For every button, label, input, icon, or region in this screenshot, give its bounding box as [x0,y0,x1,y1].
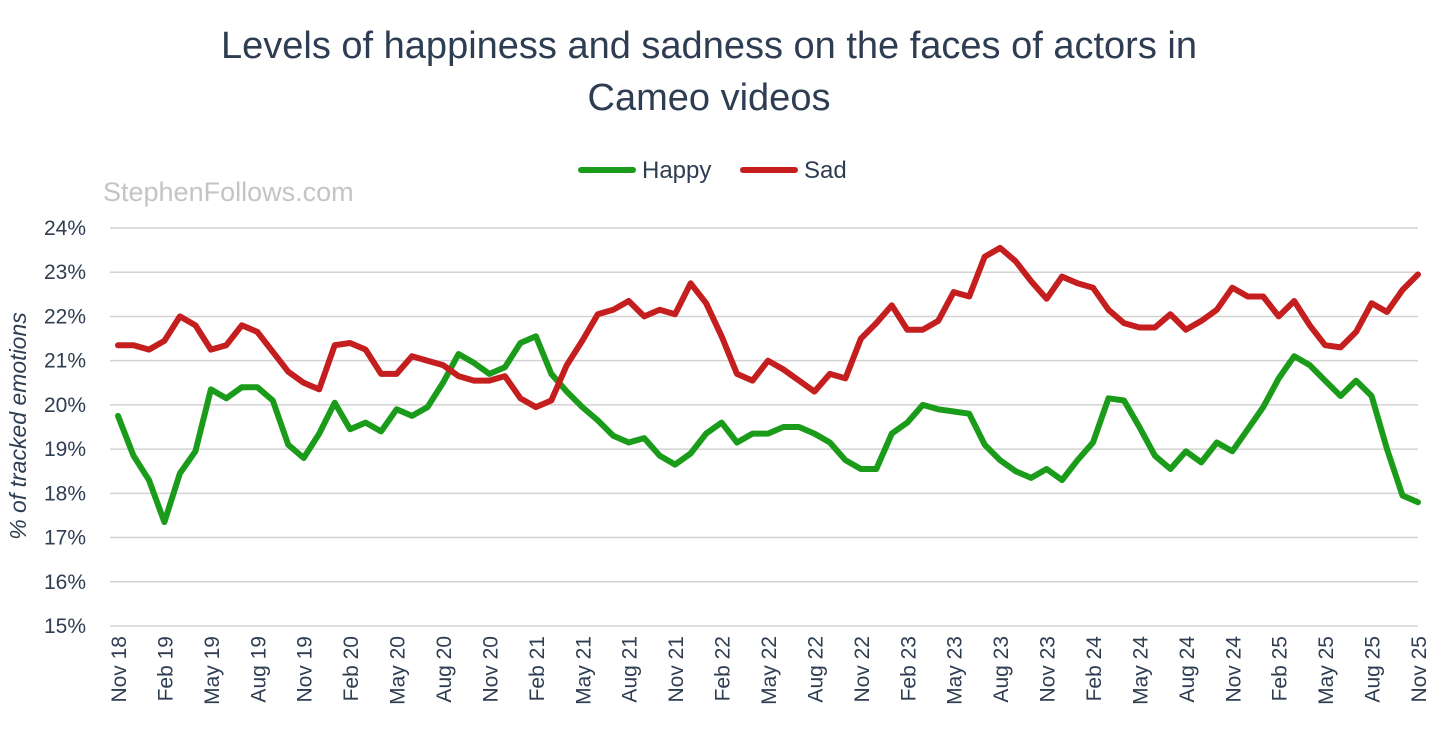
x-tick-label: Aug 23 [990,636,1013,703]
watermark: StephenFollows.com [103,177,354,207]
y-tick-label: 20% [44,394,86,417]
y-tick-label: 23% [44,261,86,284]
gridlines [110,227,1418,627]
y-tick-label: 18% [44,482,86,505]
x-tick-label: Feb 19 [154,636,177,701]
legend: Happy Sad [578,157,847,184]
series-line-sad [115,244,1421,411]
legend-label-happy: Happy [642,157,711,184]
x-tick-label: Aug 19 [247,636,270,703]
x-tick-label: Aug 24 [1176,636,1199,703]
x-tick-label: May 19 [201,636,224,705]
legend-label-sad: Sad [804,157,847,184]
y-tick-label: 17% [44,527,86,550]
y-tick-label: 19% [44,438,86,461]
x-tick-label: Nov 24 [1222,636,1245,703]
x-tick-label: Feb 24 [1083,636,1106,702]
x-tick-label: Feb 25 [1269,636,1292,701]
x-tick-label: Aug 21 [619,636,642,703]
x-tick-label: May 24 [1129,636,1152,705]
chart-title-line-2: Cameo videos [587,77,831,119]
x-tick-label: Aug 20 [433,636,456,703]
y-axis-ticks: 15% 16% 17% 18% 19% 20% 21% 22% 23% 24% [44,217,86,638]
x-tick-label: May 22 [758,636,781,705]
x-tick-label: May 23 [944,636,967,705]
x-tick-label: Nov 20 [479,636,502,703]
x-tick-label: May 25 [1315,636,1338,705]
chart-title: Levels of happiness and sadness on the f… [0,20,1418,124]
x-tick-label: Nov 23 [1037,636,1060,703]
y-tick-label: 16% [44,571,86,594]
y-axis-title: % of tracked emotions [5,312,31,540]
y-tick-label: 24% [44,217,86,240]
x-tick-label: May 21 [572,636,595,705]
x-tick-label: Feb 20 [340,636,363,701]
x-tick-label: Feb 22 [712,636,735,701]
x-tick-label: Feb 23 [897,636,920,701]
x-tick-label: Nov 22 [851,636,874,703]
y-tick-label: 22% [44,305,86,328]
x-tick-label: Nov 21 [665,636,688,703]
x-tick-label: Aug 25 [1362,636,1385,703]
x-tick-label: May 20 [387,636,410,705]
y-tick-label: 15% [44,615,86,638]
x-tick-label: Aug 22 [804,636,827,703]
series-lines [115,244,1421,526]
x-tick-label: Nov 19 [294,636,317,703]
x-tick-label: Nov 25 [1408,636,1431,703]
chart-title-line-1: Levels of happiness and sadness on the f… [221,25,1197,67]
x-tick-label: Feb 21 [526,636,549,701]
x-tick-label: Nov 18 [108,636,131,703]
series-line-happy [115,333,1421,526]
y-tick-label: 21% [44,350,86,373]
x-axis-ticks: Nov 18 Feb 19 May 19 Aug 19 Nov 19 Feb 20 May … [108,636,1431,705]
